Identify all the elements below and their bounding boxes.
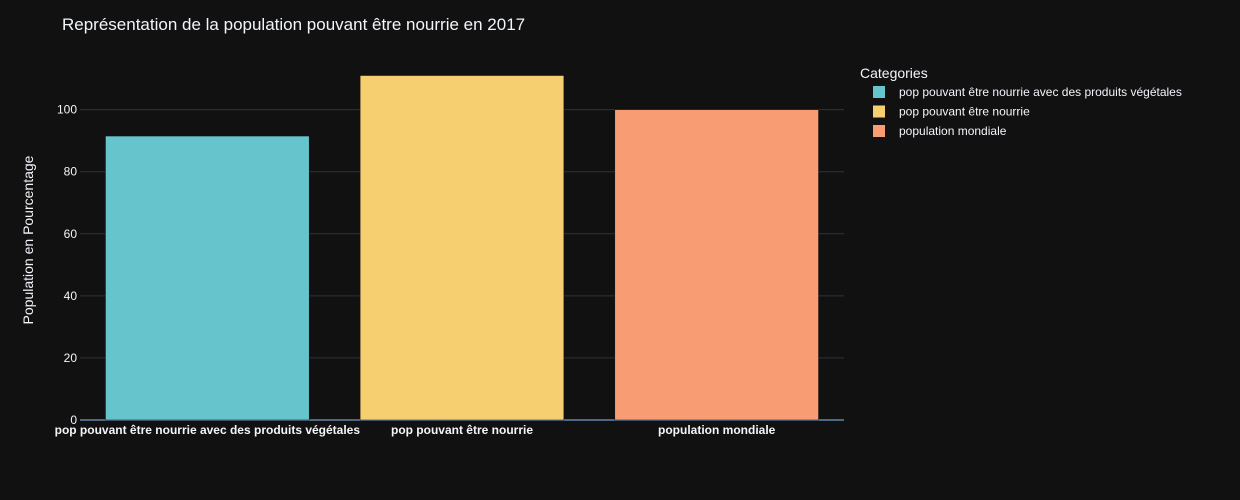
y-tick-label: 60: [64, 227, 78, 241]
bar[interactable]: [105, 135, 310, 421]
y-axis-ticks: 0 20 40 60 80 100: [57, 103, 77, 427]
x-axis-ticks: pop pouvant être nourrie avec des produi…: [55, 423, 776, 437]
legend[interactable]: pop pouvant être nourrie avec des produi…: [873, 85, 1182, 138]
bar[interactable]: [359, 75, 565, 421]
legend-item-label[interactable]: pop pouvant être nourrie: [899, 105, 1030, 119]
legend-item-label[interactable]: population mondiale: [899, 124, 1007, 138]
bars: [105, 75, 819, 421]
y-axis-label: Population en Pourcentage: [20, 155, 36, 324]
legend-swatch[interactable]: [873, 125, 885, 137]
x-tick-label: population mondiale: [658, 423, 776, 437]
x-tick-label: pop pouvant être nourrie: [391, 423, 533, 437]
y-tick-label: 20: [64, 351, 78, 365]
y-tick-label: 0: [70, 413, 77, 427]
y-tick-label: 100: [57, 103, 77, 117]
bar[interactable]: [614, 109, 819, 421]
legend-title: Categories: [860, 65, 928, 81]
y-tick-label: 40: [64, 289, 78, 303]
chart-title: Représentation de la population pouvant …: [62, 15, 525, 34]
x-tick-label: pop pouvant être nourrie avec des produi…: [55, 423, 361, 437]
y-tick-label: 80: [64, 165, 78, 179]
legend-swatch[interactable]: [873, 86, 885, 98]
legend-swatch[interactable]: [873, 105, 885, 118]
legend-item-label[interactable]: pop pouvant être nourrie avec des produi…: [899, 85, 1182, 99]
